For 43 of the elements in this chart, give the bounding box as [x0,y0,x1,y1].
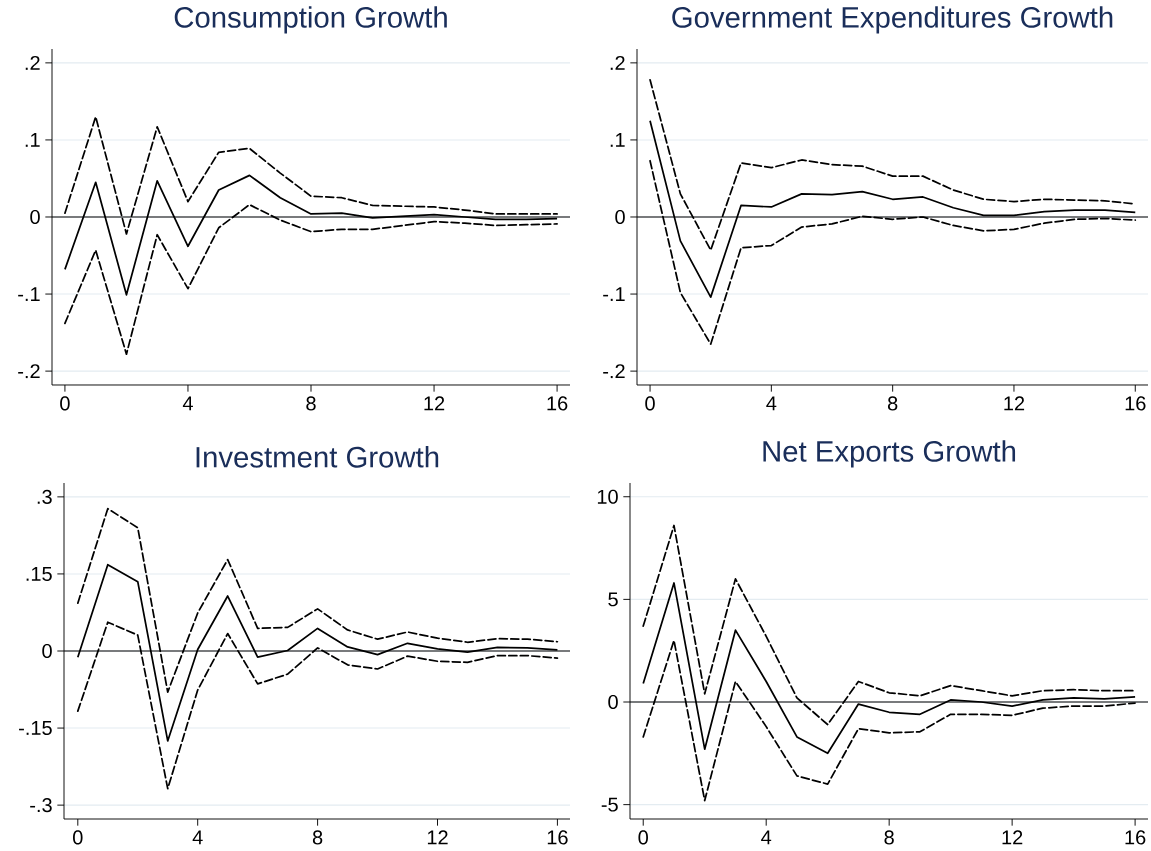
x-tick-label: 8 [312,830,323,845]
x-tick-label: 16 [1125,396,1146,411]
x-tick-label: 4 [192,830,203,845]
y-tick-label: 10 [597,489,618,504]
y-tick-label: 0 [615,209,625,225]
x-tick-label: 8 [887,396,898,411]
x-tick-label: 12 [1002,830,1023,845]
y-tick-label: -5 [601,797,618,812]
chart-title: Consumption Growth [174,6,447,34]
y-tick-label: .1 [25,133,40,147]
y-tick-label: 0 [42,643,52,659]
x-tick-label: 4 [761,830,772,845]
x-tick-label: 8 [306,396,316,411]
chart-title: Investment Growth [196,446,439,468]
y-tick-label: .15 [26,566,52,581]
x-tick-label: 8 [884,830,894,845]
x-tick-label: 12 [1004,396,1025,411]
x-tick-label: 12 [427,830,448,845]
chart-title: Net Exports Growth [763,440,1016,468]
y-tick-label: 0 [608,694,618,710]
x-tick-label: 4 [182,396,193,411]
x-tick-label: 0 [638,830,648,845]
x-tick-label: 4 [766,396,777,411]
y-tick-label: .2 [610,55,625,70]
x-tick-label: 16 [547,396,568,411]
x-tick-label: 0 [645,396,655,411]
y-tick-label: -.2 [18,364,40,379]
y-tick-label: -.15 [19,721,52,736]
chart-title: Government Expenditures Growth [672,6,1113,34]
y-tick-label: 5 [608,592,618,607]
y-tick-label: .2 [25,55,40,70]
y-tick-label: -.1 [18,287,40,301]
x-tick-label: 16 [547,830,568,845]
y-tick-label: .3 [37,489,52,504]
x-tick-label: 0 [60,396,70,411]
y-tick-label: -.3 [30,798,52,813]
x-tick-label: 0 [73,830,83,845]
x-tick-label: 12 [424,396,445,411]
y-tick-label: .1 [610,133,625,147]
y-tick-label: -.2 [603,364,625,379]
y-tick-label: -.1 [603,287,625,301]
x-tick-label: 16 [1125,830,1146,845]
y-tick-label: 0 [30,209,40,225]
